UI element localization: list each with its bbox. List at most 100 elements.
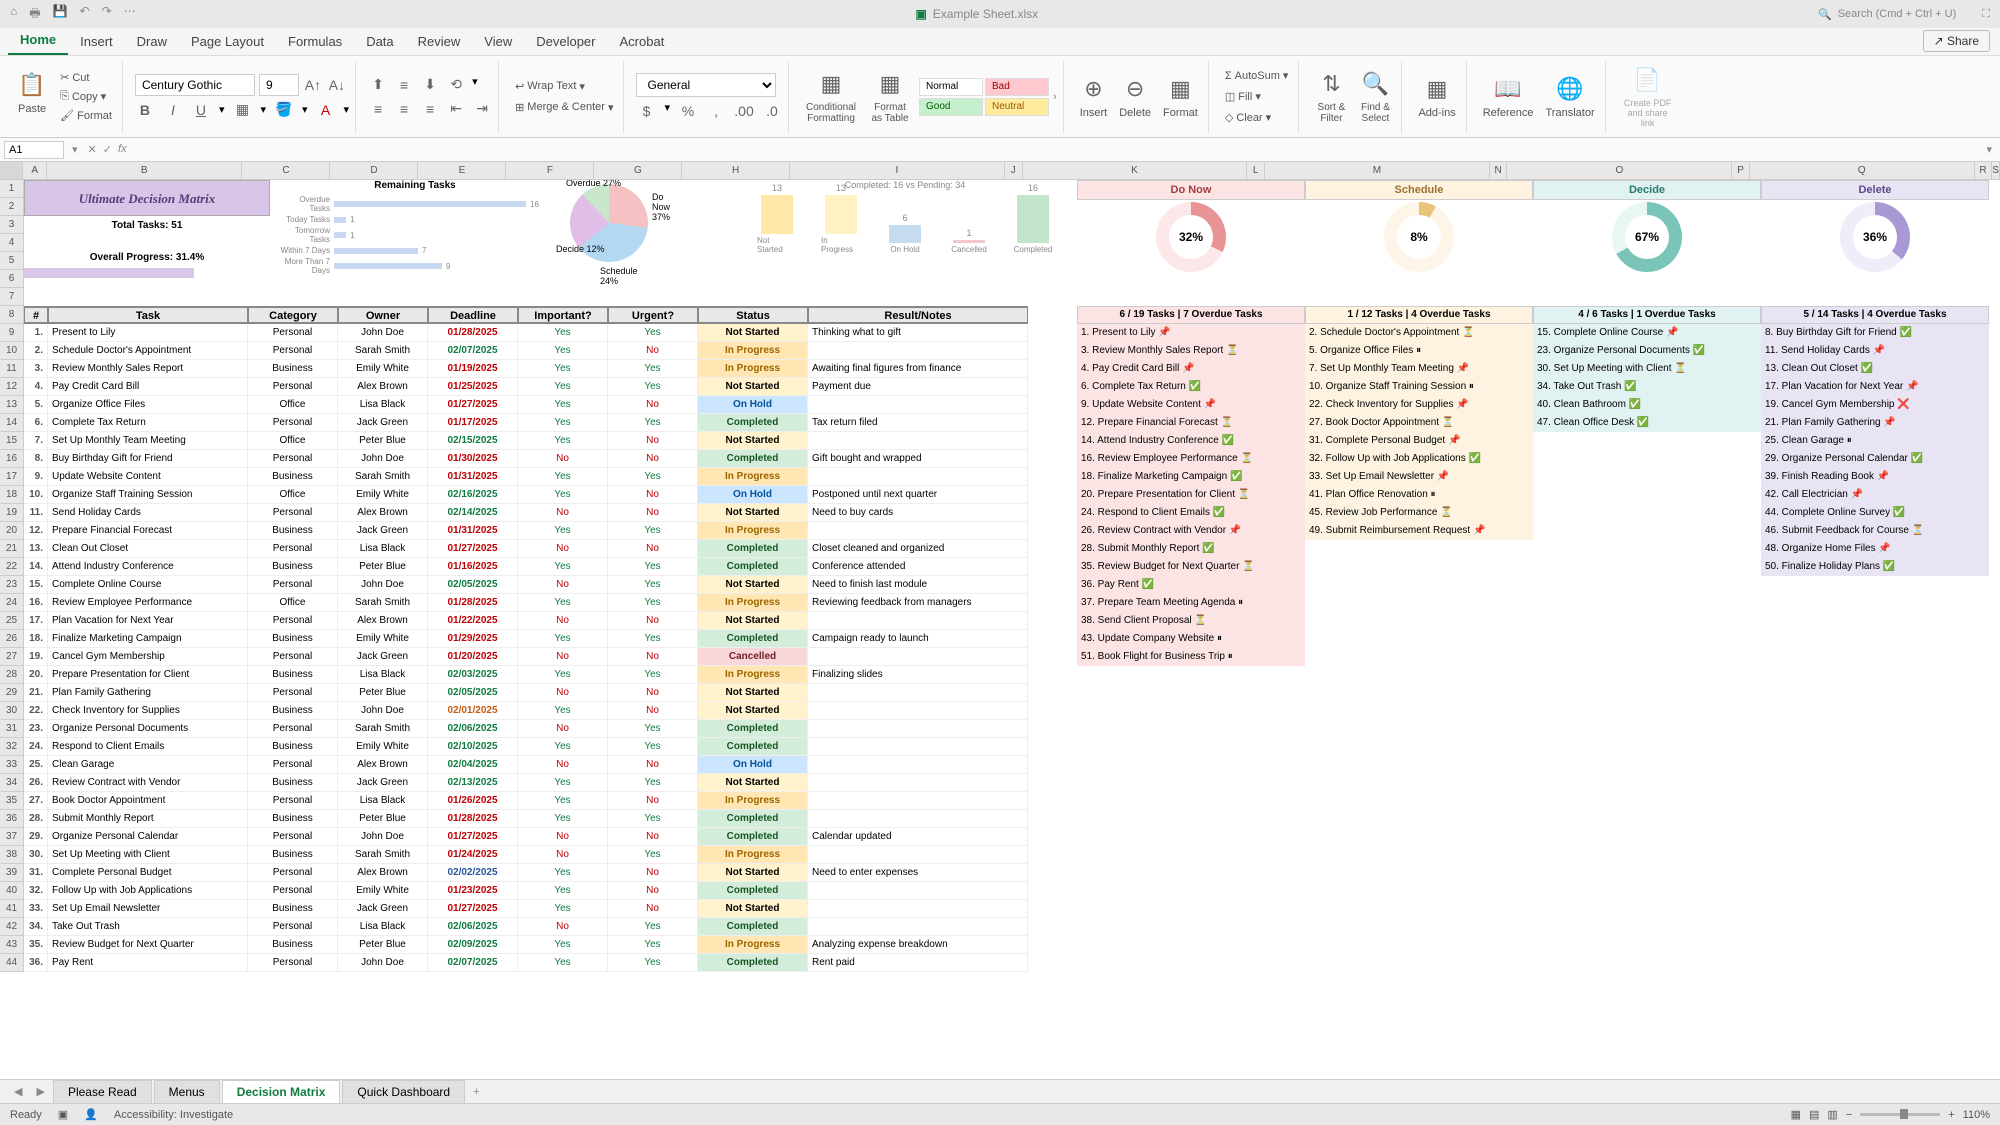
row-header-21[interactable]: 21 <box>0 540 24 558</box>
addins-icon[interactable]: ▦ <box>1421 73 1453 105</box>
row-header-43[interactable]: 43 <box>0 936 24 954</box>
row-header-1[interactable]: 1 <box>0 180 24 198</box>
task-row[interactable]: 13.Clean Out ClosetPersonalLisa Black01/… <box>24 540 1028 558</box>
quad-item[interactable]: 48. Organize Home Files 📌 <box>1761 540 1989 558</box>
column-header-I[interactable]: I <box>790 162 1005 179</box>
translator-button[interactable]: Translator <box>1542 105 1599 121</box>
column-header-H[interactable]: H <box>682 162 790 179</box>
column-header-Q[interactable]: Q <box>1750 162 1975 179</box>
format-table-icon[interactable]: ▦ <box>874 68 906 100</box>
task-row[interactable]: 8.Buy Birthday Gift for FriendPersonalJo… <box>24 450 1028 468</box>
task-row[interactable]: 30.Set Up Meeting with ClientBusinessSar… <box>24 846 1028 864</box>
clear-button[interactable]: ◇Clear ▾ <box>1221 109 1293 126</box>
reference-button[interactable]: Reference <box>1479 105 1538 121</box>
row-header-42[interactable]: 42 <box>0 918 24 936</box>
quad-item[interactable]: 39. Finish Reading Book 📌 <box>1761 468 1989 486</box>
pdf-icon[interactable]: 📄 <box>1632 64 1664 96</box>
quad-item[interactable]: 30. Set Up Meeting with Client ⏳ <box>1533 360 1761 378</box>
column-header-L[interactable]: L <box>1247 162 1265 179</box>
row-header-27[interactable]: 27 <box>0 648 24 666</box>
quad-item[interactable]: 5. Organize Office Files ⏸ <box>1305 342 1533 360</box>
row-header-40[interactable]: 40 <box>0 882 24 900</box>
ribbon-tab-page-layout[interactable]: Page Layout <box>179 28 276 55</box>
print-icon[interactable]: 🖶 <box>29 4 40 25</box>
quad-item[interactable]: 4. Pay Credit Card Bill 📌 <box>1077 360 1305 378</box>
column-header-O[interactable]: O <box>1507 162 1732 179</box>
task-row[interactable]: 24.Respond to Client EmailsBusinessEmily… <box>24 738 1028 756</box>
row-header-31[interactable]: 31 <box>0 720 24 738</box>
redo-icon[interactable]: ↷ <box>102 4 112 25</box>
task-row[interactable]: 10.Organize Staff Training SessionOffice… <box>24 486 1028 504</box>
quad-item[interactable]: 25. Clean Garage ⏸ <box>1761 432 1989 450</box>
underline-icon[interactable]: U <box>191 100 211 120</box>
row-header-41[interactable]: 41 <box>0 900 24 918</box>
insert-button[interactable]: Insert <box>1076 105 1112 121</box>
task-row[interactable]: 7.Set Up Monthly Team MeetingOfficePeter… <box>24 432 1028 450</box>
quad-item[interactable]: 13. Clean Out Closet ✅ <box>1761 360 1989 378</box>
quad-item[interactable]: 27. Book Doctor Appointment ⏳ <box>1305 414 1533 432</box>
row-header-29[interactable]: 29 <box>0 684 24 702</box>
task-row[interactable]: 34.Take Out TrashPersonalLisa Black02/06… <box>24 918 1028 936</box>
increase-decimal-icon[interactable]: .00 <box>734 101 754 121</box>
decrease-decimal-icon[interactable]: .0 <box>762 101 782 121</box>
add-sheet-icon[interactable]: + <box>467 1086 485 1098</box>
quad-item[interactable]: 24. Respond to Client Emails ✅ <box>1077 504 1305 522</box>
orientation-icon[interactable]: ⟲ <box>446 75 466 95</box>
task-header-[interactable]: # <box>24 306 48 324</box>
row-header-44[interactable]: 44 <box>0 954 24 972</box>
fill-color-icon[interactable]: 🪣 <box>274 100 294 120</box>
ribbon-tab-acrobat[interactable]: Acrobat <box>608 28 677 55</box>
search-area[interactable]: 🔍 Search (Cmd + Ctrl + U) ⛶ <box>1818 8 1990 21</box>
style-neutral[interactable]: Neutral <box>985 98 1049 116</box>
row-header-25[interactable]: 25 <box>0 612 24 630</box>
row-header-9[interactable]: 9 <box>0 324 24 342</box>
quad-item[interactable]: 11. Send Holiday Cards 📌 <box>1761 342 1989 360</box>
quad-item[interactable]: 12. Prepare Financial Forecast ⏳ <box>1077 414 1305 432</box>
align-left-icon[interactable]: ≡ <box>368 99 388 119</box>
more-icon[interactable]: ⋯ <box>124 4 136 25</box>
format-table-button[interactable]: Format as Table <box>865 100 915 126</box>
save-icon[interactable]: 💾 <box>53 4 68 25</box>
quad-item[interactable]: 7. Set Up Monthly Team Meeting 📌 <box>1305 360 1533 378</box>
row-header-14[interactable]: 14 <box>0 414 24 432</box>
quad-item[interactable]: 19. Cancel Gym Membership ❌ <box>1761 396 1989 414</box>
autosum-button[interactable]: ΣAutoSum ▾ <box>1221 67 1293 84</box>
task-row[interactable]: 26.Review Contract with VendorBusinessJa… <box>24 774 1028 792</box>
column-header-C[interactable]: C <box>242 162 330 179</box>
quad-item[interactable]: 16. Review Employee Performance ⏳ <box>1077 450 1305 468</box>
format-cells-icon[interactable]: ▦ <box>1164 73 1196 105</box>
row-header-3[interactable]: 3 <box>0 216 24 234</box>
translator-icon[interactable]: 🌐 <box>1554 73 1586 105</box>
task-row[interactable]: 16.Review Employee PerformanceOfficeSara… <box>24 594 1028 612</box>
italic-icon[interactable]: I <box>163 100 183 120</box>
sheet-tab-decision-matrix[interactable]: Decision Matrix <box>222 1080 341 1103</box>
quad-item[interactable]: 49. Submit Reimbursement Request 📌 <box>1305 522 1533 540</box>
select-all-corner[interactable] <box>0 162 23 179</box>
quad-item[interactable]: 38. Send Client Proposal ⏳ <box>1077 612 1305 630</box>
quad-item[interactable]: 44. Complete Online Survey ✅ <box>1761 504 1989 522</box>
ribbon-tab-home[interactable]: Home <box>8 26 68 55</box>
conditional-formatting-button[interactable]: Conditional Formatting <box>801 100 861 126</box>
row-header-18[interactable]: 18 <box>0 486 24 504</box>
sheet-tab-please-read[interactable]: Please Read <box>53 1080 152 1103</box>
align-middle-icon[interactable]: ≡ <box>394 75 414 95</box>
column-header-D[interactable]: D <box>330 162 418 179</box>
view-normal-icon[interactable]: ▦ <box>1791 1108 1801 1121</box>
quad-item[interactable]: 35. Review Budget for Next Quarter ⏳ <box>1077 558 1305 576</box>
quad-item[interactable]: 22. Check Inventory for Supplies 📌 <box>1305 396 1533 414</box>
row-header-12[interactable]: 12 <box>0 378 24 396</box>
ribbon-tab-developer[interactable]: Developer <box>524 28 607 55</box>
column-header-A[interactable]: A <box>23 162 46 179</box>
style-good[interactable]: Good <box>919 98 983 116</box>
insert-cells-icon[interactable]: ⊕ <box>1077 73 1109 105</box>
row-header-13[interactable]: 13 <box>0 396 24 414</box>
row-header-26[interactable]: 26 <box>0 630 24 648</box>
number-format-select[interactable]: General <box>636 73 776 97</box>
task-header-deadline[interactable]: Deadline <box>428 306 518 324</box>
task-row[interactable]: 35.Review Budget for Next QuarterBusines… <box>24 936 1028 954</box>
sheet-nav-prev-icon[interactable]: ◀ <box>8 1085 28 1098</box>
sheet-nav-next-icon[interactable]: ▶ <box>30 1085 50 1098</box>
task-row[interactable]: 2.Schedule Doctor's AppointmentPersonalS… <box>24 342 1028 360</box>
zoom-out-icon[interactable]: − <box>1846 1109 1852 1121</box>
task-row[interactable]: 22.Check Inventory for SuppliesBusinessJ… <box>24 702 1028 720</box>
